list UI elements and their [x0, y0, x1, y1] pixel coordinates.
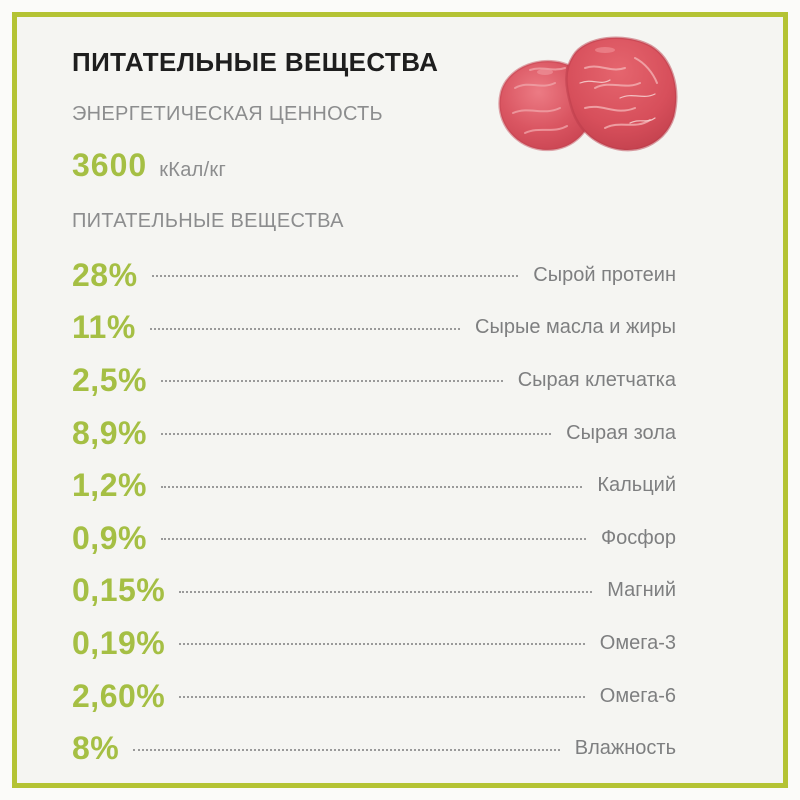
nutrient-value: 0,15%: [72, 572, 166, 609]
dotted-leader: [179, 696, 585, 699]
nutrient-label: Сырые масла и жиры: [475, 316, 676, 339]
nutrient-label: Фосфор: [600, 526, 676, 549]
nutrients-section-label: ПИТАТЕЛЬНЫЕ ВЕЩЕСТВА: [72, 210, 344, 232]
raw-meat-steaks-image: [498, 36, 678, 152]
nutrient-row: 0,9% Фосфор: [72, 512, 676, 565]
dotted-leader: [160, 380, 503, 383]
nutrient-row: 28% Сырой протеин: [72, 249, 676, 302]
dotted-leader: [160, 485, 583, 488]
nutrient-label: Сырая зола: [566, 421, 676, 444]
nutrient-label: Сырой протеин: [533, 263, 676, 286]
dotted-leader: [160, 433, 552, 436]
nutrient-value: 0,19%: [72, 624, 166, 661]
dotted-leader: [133, 748, 560, 751]
nutrient-value: 8,9%: [72, 414, 147, 451]
nutrient-value: 11%: [72, 309, 136, 346]
nutrient-label: Влажность: [574, 737, 676, 760]
nutrient-value: 2,5%: [72, 361, 147, 398]
nutrient-row: 8% Влажность: [72, 722, 676, 775]
energy-unit: кКал/кг: [159, 159, 227, 181]
nutrient-row: 2,60% Омега-6: [72, 670, 676, 723]
nutrient-label: Омега-6: [599, 684, 676, 707]
dotted-leader: [179, 643, 585, 646]
nutrient-row: 0,15% Магний: [72, 565, 676, 618]
nutrition-panel: ПИТАТЕЛЬНЫЕ ВЕЩЕСТВА ЭНЕРГЕТИЧЕСКАЯ ЦЕНН…: [12, 12, 788, 788]
nutrient-row: 11% Сырые масла и жиры: [72, 302, 676, 355]
nutrient-value: 2,60%: [72, 677, 166, 714]
nutrient-value: 28%: [72, 256, 138, 293]
nutrient-value: 0,9%: [72, 519, 147, 556]
nutrient-value: 1,2%: [72, 467, 147, 504]
nutrient-label: Кальций: [597, 474, 676, 497]
nutrient-list: 28% Сырой протеин 11% Сырые масла и жиры…: [72, 249, 676, 775]
energy-value-row: 3600 кКал/кг: [72, 147, 676, 188]
panel-title: ПИТАТЕЛЬНЫЕ ВЕЩЕСТВА: [72, 47, 439, 77]
dotted-leader: [149, 327, 460, 330]
energy-value: 3600: [72, 147, 148, 183]
dotted-leader: [179, 590, 593, 593]
nutrient-row: 2,5% Сырая клетчатка: [72, 354, 676, 407]
panel-content: ПИТАТЕЛЬНЫЕ ВЕЩЕСТВА ЭНЕРГЕТИЧЕСКАЯ ЦЕНН…: [72, 17, 676, 775]
nutrient-row: 0,19% Омега-3: [72, 617, 676, 670]
nutrient-row: 1,2% Кальций: [72, 459, 676, 512]
nutrient-label: Сырая клетчатка: [517, 368, 676, 391]
dotted-leader: [160, 538, 586, 541]
nutrient-label: Магний: [607, 579, 676, 602]
energy-section-label: ЭНЕРГЕТИЧЕСКАЯ ЦЕННОСТЬ: [72, 103, 383, 125]
nutrient-value: 8%: [72, 730, 120, 767]
nutrient-row: 8,9% Сырая зола: [72, 407, 676, 460]
nutrient-label: Омега-3: [599, 631, 676, 654]
dotted-leader: [151, 275, 519, 278]
